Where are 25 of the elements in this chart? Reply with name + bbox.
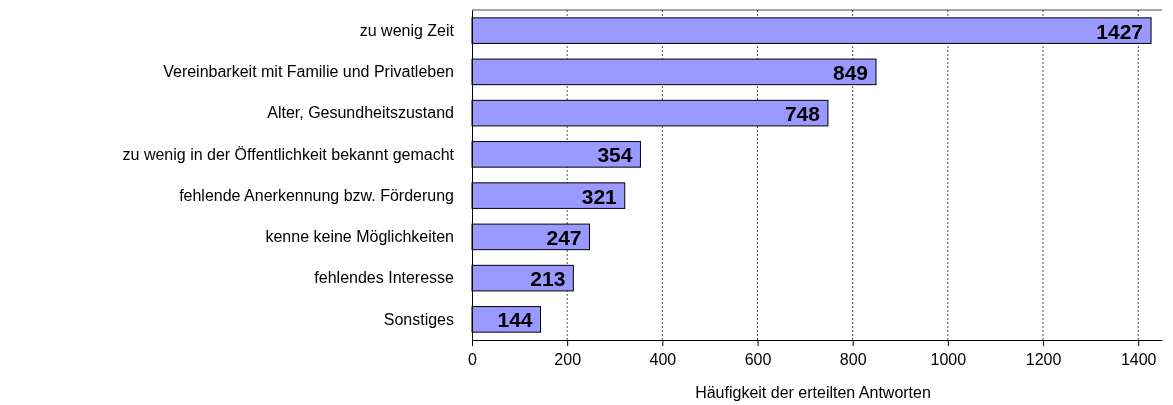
data-label: 354 [597, 143, 633, 167]
data-label: 144 [497, 308, 533, 332]
y-tick-label: fehlende Anerkennung bzw. Förderung [179, 186, 454, 204]
x-tick-label: 1400 [1120, 351, 1157, 368]
x-tick-label: 0 [468, 351, 478, 368]
x-tick-label: 600 [744, 351, 772, 368]
x-tick-label: 200 [554, 351, 582, 368]
x-tick-label: 400 [649, 351, 677, 368]
y-tick-label: zu wenig in der Öffentlichkeit bekannt gemacht [122, 145, 455, 163]
data-label: 213 [530, 267, 566, 291]
y-tick-label: zu wenig Zeit [359, 21, 455, 39]
y-tick-label: Vereinbarkeit mit Familie und Privatleben [163, 62, 454, 80]
y-tick-label: Sonstiges [383, 310, 454, 328]
data-label: 748 [784, 102, 821, 126]
data-label: 321 [581, 184, 618, 208]
x-tick-label: 800 [839, 351, 867, 368]
data-label: 1427 [1096, 19, 1144, 43]
y-tick-label: kenne keine Möglichkeiten [265, 227, 454, 245]
data-label: 849 [832, 60, 869, 84]
x-tick-label: 1200 [1025, 351, 1062, 368]
y-tick-label: Alter, Gesundheitszustand [267, 104, 454, 122]
y-tick-label: fehlendes Interesse [314, 269, 455, 287]
x-tick-label: 1000 [930, 351, 967, 368]
data-label: 247 [546, 225, 582, 249]
x-axis-title: Häufigkeit der erteilten Antworten [695, 384, 931, 401]
